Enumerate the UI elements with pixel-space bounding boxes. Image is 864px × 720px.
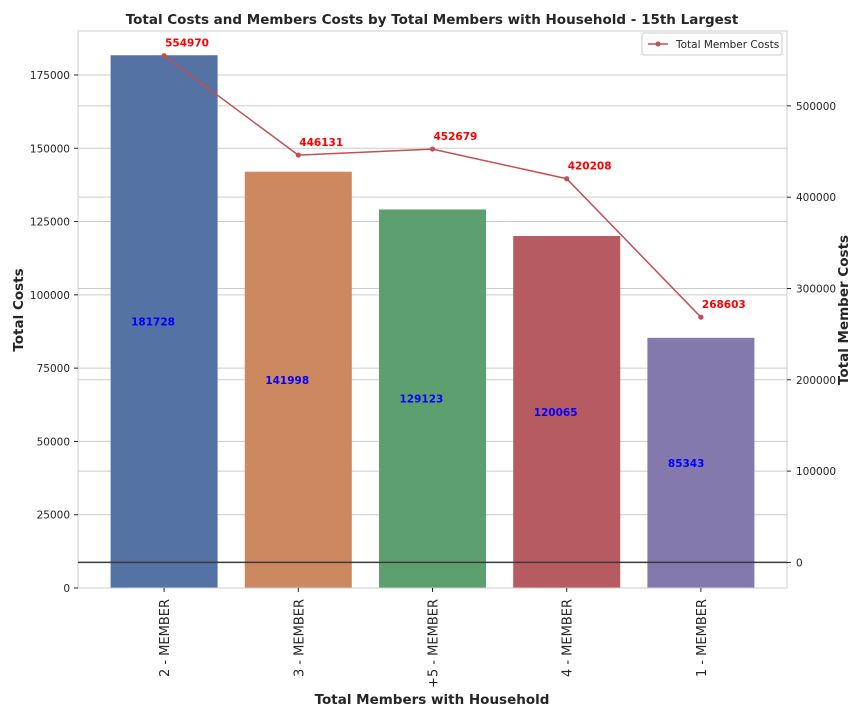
y-left-tick-label-5: 125000 <box>30 217 70 229</box>
legend-entry: Total Member Costs <box>675 39 779 51</box>
y-left-tick-label-1: 25000 <box>37 510 70 522</box>
y-axis-left-ticks: 0 25000 50000 75000 100000 125000 150000 175000 <box>30 70 78 595</box>
y-left-tick-label-0: 0 <box>63 583 70 595</box>
legend-marker-swatch <box>655 41 661 47</box>
line-value-label-3: 420208 <box>568 161 612 173</box>
chart-title: Total Costs and Members Costs by Total M… <box>126 12 739 28</box>
member-costs-point-0 <box>161 53 167 59</box>
x-axis-ticks: 2 - MEMBER 3 - MEMBER +5 - MEMBER 4 - MEMBE… <box>158 588 710 688</box>
bar-value-label-1: 141998 <box>265 375 309 387</box>
line-value-label-4: 268603 <box>702 299 746 311</box>
bars <box>110 55 755 589</box>
y-right-tick-label-3: 300000 <box>796 283 836 295</box>
x-tick-label-2: +5 - MEMBER <box>427 599 442 688</box>
member-costs-point-4 <box>698 314 704 320</box>
member-costs-point-2 <box>429 146 436 152</box>
x-tick-label-3: 4 - MEMBER <box>561 599 576 677</box>
y-axis-left-label: Total Costs <box>11 268 27 351</box>
line-value-label-0: 554970 <box>165 38 209 50</box>
bar-3 <box>513 236 621 589</box>
member-costs-point-3 <box>564 176 570 182</box>
x-tick-label-4: 1 - MEMBER <box>695 599 710 677</box>
member-costs-point-1 <box>295 152 301 158</box>
line-value-label-1: 446131 <box>299 137 343 149</box>
y-right-tick-label-5: 500000 <box>796 101 836 113</box>
bar-value-label-2: 129123 <box>400 394 444 406</box>
line-value-labels: 554970 446131 452679 420208 268603 <box>165 38 746 311</box>
bar-2 <box>379 209 486 588</box>
y-left-tick-label-7: 175000 <box>30 70 70 82</box>
y-right-tick-label-4: 400000 <box>796 192 836 204</box>
legend: Total Member Costs <box>641 32 783 56</box>
y-right-tick-label-0: 0 <box>796 557 803 569</box>
bar-4 <box>647 337 755 588</box>
y-axis-right-label: Total Member Costs <box>836 235 852 385</box>
y-axis-right-ticks: 0 100000 200000 300000 400000 500000 <box>787 101 836 569</box>
legend-box <box>641 32 783 56</box>
x-tick-label-1: 3 - MEMBER <box>292 599 307 677</box>
x-tick-label-0: 2 - MEMBER <box>158 599 173 677</box>
x-axis-label: Total Members with Household <box>315 692 550 708</box>
y-left-tick-label-6: 150000 <box>30 143 70 155</box>
bar-value-label-4: 85343 <box>668 458 705 470</box>
bar-0 <box>110 55 218 589</box>
y-right-tick-label-1: 100000 <box>796 466 836 478</box>
line-value-label-2: 452679 <box>434 131 478 143</box>
bar-value-labels: 181728 141998 129123 120065 85343 <box>131 317 704 470</box>
bar-value-label-3: 120065 <box>534 407 578 419</box>
y-left-tick-label-3: 75000 <box>37 363 70 375</box>
y-left-tick-label-2: 50000 <box>37 436 70 448</box>
bar-value-label-0: 181728 <box>131 317 175 329</box>
y-right-tick-label-2: 200000 <box>796 375 836 387</box>
line-series <box>161 53 704 320</box>
bar-1 <box>244 171 352 588</box>
y-left-tick-label-4: 100000 <box>30 290 70 302</box>
